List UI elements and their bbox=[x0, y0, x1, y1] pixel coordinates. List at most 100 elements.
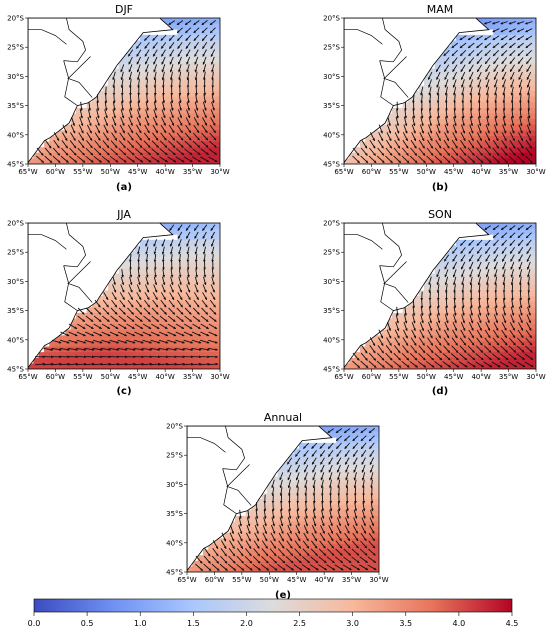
lat-tick-label: 30°S bbox=[323, 73, 340, 81]
lon-tick-label: 50°W bbox=[101, 168, 120, 176]
lat-tick-label: 45°S bbox=[7, 366, 24, 374]
lon-tick-label: 45°W bbox=[128, 168, 147, 176]
map-frame bbox=[343, 222, 537, 370]
map-frame bbox=[27, 222, 221, 370]
land-coastline bbox=[344, 18, 490, 164]
lon-tick-label: 60°W bbox=[46, 168, 65, 176]
wind-vectors bbox=[35, 224, 219, 366]
land-coastline bbox=[28, 223, 174, 369]
lon-tick-label: 40°W bbox=[314, 576, 333, 584]
lat-tick-label: 20°S bbox=[7, 15, 24, 23]
lon-tick-label: 45°W bbox=[287, 576, 306, 584]
country-borders bbox=[28, 18, 93, 106]
lon-tick-label: 65°W bbox=[177, 576, 196, 584]
colorbar-tick-label: 4.5 bbox=[506, 619, 519, 628]
lon-tick-label: 35°W bbox=[342, 576, 361, 584]
panel-label: (d) bbox=[432, 386, 448, 397]
lon-tick-label: 45°W bbox=[444, 373, 463, 381]
lon-tick-label: 30°W bbox=[210, 373, 229, 381]
country-borders bbox=[344, 223, 409, 311]
lon-tick-label: 45°W bbox=[128, 373, 147, 381]
lat-tick-label: 35°S bbox=[323, 307, 340, 315]
lon-tick-label: 35°W bbox=[183, 373, 202, 381]
lat-tick-label: 20°S bbox=[7, 220, 24, 228]
lon-tick-label: 40°W bbox=[471, 373, 490, 381]
map-panel-son: 65°W 60°W 55°W 50°W 45°W 40°W 35°W 30°W 20°S 25°S… bbox=[323, 208, 546, 397]
lat-tick-label: 25°S bbox=[7, 44, 24, 52]
lat-tick-label: 35°S bbox=[323, 102, 340, 110]
lat-tick-label: 45°S bbox=[166, 569, 183, 577]
land-coastline bbox=[344, 223, 490, 369]
wind-vectors bbox=[352, 21, 533, 164]
lat-tick-label: 30°S bbox=[7, 278, 24, 286]
wind-vectors bbox=[36, 20, 218, 164]
lon-tick-label: 60°W bbox=[205, 576, 224, 584]
lon-tick-label: 55°W bbox=[389, 373, 408, 381]
lat-tick-label: 35°S bbox=[7, 307, 24, 315]
lat-tick-label: 45°S bbox=[7, 161, 24, 169]
colorbar-gradient bbox=[33, 598, 513, 613]
lat-tick-label: 35°S bbox=[166, 510, 183, 518]
lat-tick-label: 45°S bbox=[323, 366, 340, 374]
lon-tick-label: 65°W bbox=[334, 168, 353, 176]
lon-tick-label: 50°W bbox=[101, 373, 120, 381]
lon-tick-label: 50°W bbox=[417, 373, 436, 381]
lat-tick-label: 40°S bbox=[323, 336, 340, 344]
lat-tick-label: 20°S bbox=[166, 423, 183, 431]
map-panel-jja: 65°W 60°W 55°W 50°W 45°W 40°W 35°W 30°W 20°S 25°S… bbox=[7, 208, 230, 397]
lon-tick-label: 55°W bbox=[73, 168, 92, 176]
lon-tick-label: 30°W bbox=[526, 168, 545, 176]
lat-tick-label: 25°S bbox=[7, 249, 24, 257]
lon-tick-label: 40°W bbox=[155, 168, 174, 176]
map-panel-mam: 65°W 60°W 55°W 50°W 45°W 40°W 35°W 30°W 20°S 25°S… bbox=[323, 3, 546, 193]
lon-tick-label: 55°W bbox=[232, 576, 251, 584]
panel-label: (c) bbox=[116, 386, 131, 397]
lat-tick-label: 40°S bbox=[7, 336, 24, 344]
lon-tick-label: 60°W bbox=[362, 168, 381, 176]
lon-tick-label: 50°W bbox=[417, 168, 436, 176]
panel-title: MAM bbox=[427, 3, 454, 16]
lat-tick-label: 45°S bbox=[323, 161, 340, 169]
lat-tick-label: 30°S bbox=[166, 481, 183, 489]
lon-tick-label: 30°W bbox=[210, 168, 229, 176]
map-frame bbox=[186, 425, 380, 573]
panel-title: DJF bbox=[115, 3, 133, 16]
lon-tick-label: 35°W bbox=[499, 373, 518, 381]
lon-tick-label: 45°W bbox=[444, 168, 463, 176]
map-panel-annual: 65°W 60°W 55°W 50°W 45°W 40°W 35°W 30°W 20°S 25°S… bbox=[166, 411, 389, 601]
lon-tick-label: 65°W bbox=[18, 373, 37, 381]
panel-title: JJA bbox=[116, 208, 131, 221]
lon-tick-label: 40°W bbox=[155, 373, 174, 381]
colorbar-tick-label: 3.0 bbox=[346, 619, 359, 628]
lon-tick-label: 35°W bbox=[183, 168, 202, 176]
land-coastline bbox=[187, 426, 333, 572]
lon-tick-label: 55°W bbox=[389, 168, 408, 176]
colorbar-tick-label: 2.5 bbox=[293, 619, 306, 628]
lat-tick-label: 30°S bbox=[7, 73, 24, 81]
panel-label: (e) bbox=[275, 590, 291, 601]
lat-tick-label: 40°S bbox=[323, 131, 340, 139]
lon-tick-label: 60°W bbox=[362, 373, 381, 381]
lat-tick-label: 25°S bbox=[323, 44, 340, 52]
lon-tick-label: 65°W bbox=[18, 168, 37, 176]
colorbar-tick-label: 2.0 bbox=[240, 619, 253, 628]
lon-tick-label: 35°W bbox=[499, 168, 518, 176]
lon-tick-label: 30°W bbox=[526, 373, 545, 381]
map-frame bbox=[343, 17, 537, 165]
panel-label: (b) bbox=[432, 182, 448, 193]
lat-tick-label: 30°S bbox=[323, 278, 340, 286]
lon-tick-label: 60°W bbox=[46, 373, 65, 381]
lat-tick-label: 20°S bbox=[323, 220, 340, 228]
country-borders bbox=[344, 18, 409, 106]
lon-tick-label: 30°W bbox=[369, 576, 388, 584]
lat-tick-label: 40°S bbox=[166, 539, 183, 547]
country-borders bbox=[28, 223, 93, 311]
map-panel-djf: 65°W 60°W 55°W 50°W 45°W 40°W 35°W 30°W 20°S 25°S… bbox=[7, 3, 230, 193]
lon-tick-label: 55°W bbox=[73, 373, 92, 381]
lon-tick-label: 50°W bbox=[260, 576, 279, 584]
colorbar-tick-label: 0.0 bbox=[28, 619, 41, 628]
colorbar-tick-label: 3.5 bbox=[399, 619, 412, 628]
map-frame bbox=[27, 17, 221, 165]
panel-label: (a) bbox=[116, 182, 132, 193]
